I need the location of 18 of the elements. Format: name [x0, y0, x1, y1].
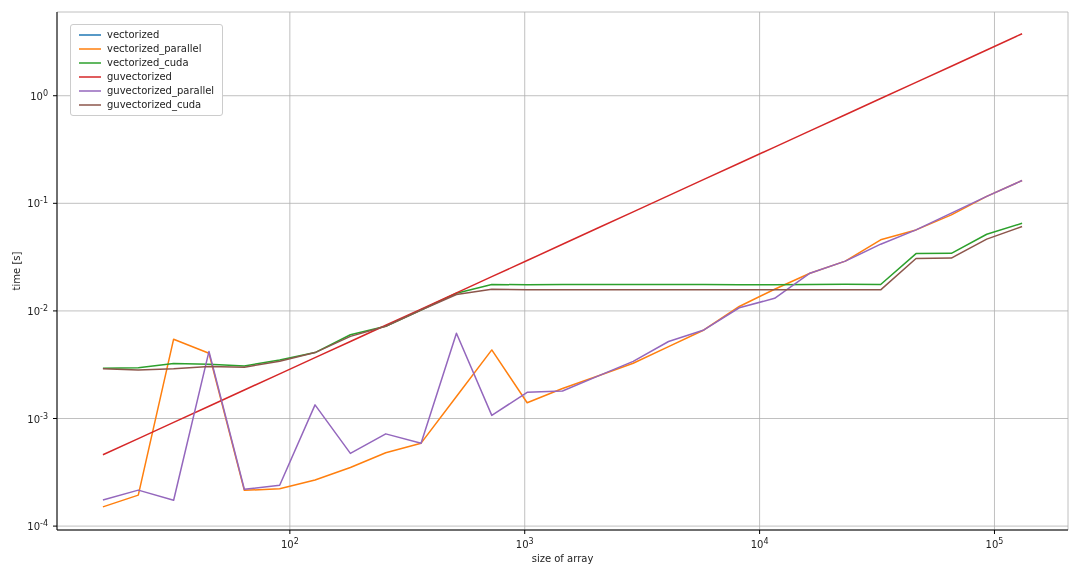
legend-label: guvectorized_parallel	[107, 84, 215, 98]
legend-label: vectorized_cuda	[107, 56, 189, 70]
legend-label: guvectorized_cuda	[107, 98, 202, 112]
y-tick-label: 10$^{-4}$	[27, 518, 48, 533]
x-tick-label: 10$^{5}$	[985, 536, 1004, 550]
legend-label: guvectorized	[107, 70, 172, 84]
x-tick-label: 10$^{3}$	[515, 536, 534, 550]
legend-label: vectorized	[107, 28, 160, 42]
y-tick-label: 10$^{-3}$	[27, 411, 48, 425]
line-series	[102, 32, 1023, 456]
x-axis-title: size of array	[531, 553, 594, 564]
x-tick-label: 10$^{2}$	[280, 536, 299, 550]
x-tick-label: 10$^{4}$	[750, 536, 769, 550]
y-tick-label: 10$^{0}$	[30, 88, 48, 102]
y-axis-title: time [s]	[10, 251, 22, 291]
legend-label: vectorized_parallel	[107, 42, 202, 56]
y-tick-label: 10$^{-1}$	[27, 195, 48, 210]
y-tick-label: 10$^{-2}$	[27, 303, 48, 317]
